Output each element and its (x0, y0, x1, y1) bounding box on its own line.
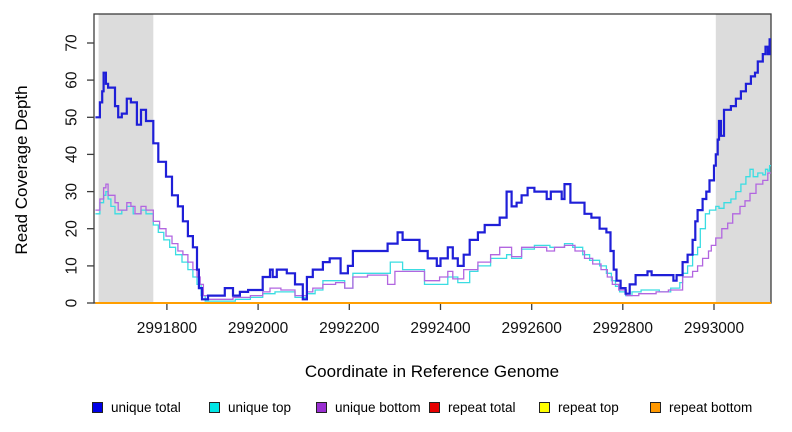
y-tick-label: 30 (64, 183, 81, 201)
y-tick-label: 50 (64, 108, 81, 126)
x-tick-label: 2992400 (410, 320, 471, 337)
coverage-step-chart: 2991800 2992000 2992200 2992400 2992600 29928… (64, 13, 772, 337)
legend-swatch-unique-bottom (316, 402, 327, 413)
y-axis-title: Read Coverage Depth (12, 85, 31, 255)
plot-border (93, 13, 772, 304)
legend-item-repeat-bottom: repeat bottom (650, 401, 752, 414)
y-tick-label: 10 (64, 257, 81, 275)
x-tick-label: 2993000 (684, 320, 745, 337)
x-tick-label: 2992200 (319, 320, 380, 337)
series-unique-total (95, 38, 771, 301)
highlight-band (98, 14, 154, 303)
legend-swatch-repeat-total (429, 402, 440, 413)
x-tick-label: 2992000 (228, 320, 289, 337)
legend-label-repeat-total: repeat total (448, 400, 516, 415)
x-tick-label: 2992800 (593, 320, 654, 337)
x-axis-title: Coordinate in Reference Genome (304, 362, 560, 381)
legend-item-unique-top: unique top (209, 401, 291, 414)
legend-swatch-repeat-top (539, 402, 550, 413)
y-tick-label: 0 (64, 298, 81, 307)
legend: unique total unique top unique bottom repea… (0, 401, 792, 425)
x-tick-label: 2991800 (137, 320, 198, 337)
legend-swatch-unique-top (209, 402, 220, 413)
series-unique-top (95, 164, 771, 302)
legend-swatch-unique-total (92, 402, 103, 413)
legend-item-unique-total: unique total (92, 401, 181, 414)
y-tick-label: 60 (64, 71, 81, 89)
legend-item-repeat-top: repeat top (539, 401, 619, 414)
legend-label-repeat-bottom: repeat bottom (669, 400, 753, 415)
x-tick-label: 2992600 (502, 320, 563, 337)
y-tick-label: 70 (64, 34, 81, 52)
series-unique-bottom (95, 172, 771, 300)
legend-label-unique-total: unique total (111, 400, 181, 415)
legend-label-repeat-top: repeat top (558, 400, 619, 415)
legend-label-unique-top: unique top (228, 400, 292, 415)
legend-swatch-repeat-bottom (650, 402, 661, 413)
y-tick-label: 20 (64, 220, 81, 238)
legend-item-repeat-total: repeat total (429, 401, 516, 414)
legend-label-unique-bottom: unique bottom (335, 400, 421, 415)
y-tick-label: 40 (64, 145, 81, 163)
legend-item-unique-bottom: unique bottom (316, 401, 421, 414)
